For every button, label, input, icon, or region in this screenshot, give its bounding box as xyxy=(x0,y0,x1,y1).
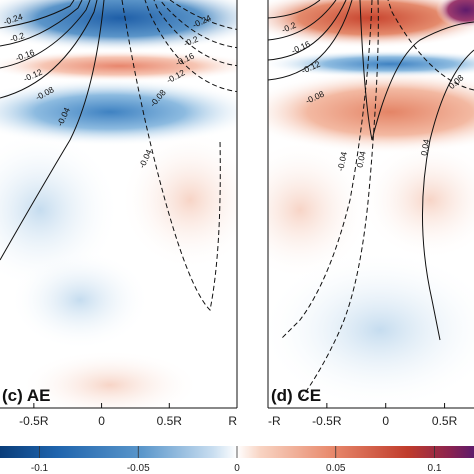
panel-d-field-left-positive xyxy=(268,140,370,280)
panel-c-field-right-positive xyxy=(120,130,237,270)
panel-d-contour-solid-5 xyxy=(359,0,474,141)
panel-d-field-right-positive xyxy=(360,140,474,260)
panel-c-contour-dashed-2 xyxy=(159,0,237,49)
panel-d-contour-label: 0.04 xyxy=(419,138,432,156)
panel-c-x-ticks: -0.5R 0 0.5R R xyxy=(19,403,238,428)
panel-d-contour-dashed-1 xyxy=(281,0,373,339)
panel-c-x-tick-label: R xyxy=(228,414,237,428)
panel-c-field-left-negative xyxy=(0,130,120,290)
panel-d-label: (d) CE xyxy=(271,386,321,405)
colorbar-tick-label: 0.1 xyxy=(428,463,442,474)
panel-c-contour-solid-2 xyxy=(0,0,83,47)
panel-d-x-tick-label: 0 xyxy=(382,414,389,428)
panel-d-contour-label: -0.04 xyxy=(335,151,349,172)
panel-d-x-tick-label: -R xyxy=(268,414,281,428)
panel-c-contour-dashed-4 xyxy=(144,0,237,93)
panel-c-contour-dashed-3 xyxy=(153,0,237,67)
panel-c-x-tick-label: 0.5R xyxy=(157,414,183,428)
panel-d-contour-solid-4 xyxy=(268,0,353,81)
panel-d-contour-solid-6 xyxy=(421,49,474,341)
colorbar-ticks: -0.1 -0.05 0 0.05 0.1 xyxy=(31,446,442,474)
panel-c-x-tick-label: -0.5R xyxy=(19,414,49,428)
panel-c-field-band-positive xyxy=(0,50,237,82)
panel-d-ce: -0.2-0.16-0.12-0.08-0.04 0.040.040.08 xyxy=(268,0,474,408)
colorbar-tick-label: -0.1 xyxy=(31,463,49,474)
panel-d-contour-label: 0.04 xyxy=(354,150,367,169)
panel-c-field-mid-negative xyxy=(0,78,237,146)
panel-c-contour-solid-1 xyxy=(0,0,75,29)
panel-d-contour-dashed-2 xyxy=(299,0,379,401)
panel-d-field-top-max xyxy=(436,0,474,28)
panel-d-x-tick-label: 0.5R xyxy=(432,414,458,428)
panel-c-field-bottom-positive xyxy=(20,350,200,408)
panel-c-contour-solid-3 xyxy=(0,0,91,69)
panel-c-contour-dashed-1 xyxy=(169,0,237,30)
panel-c-contour-solid-5 xyxy=(0,0,105,261)
colorbar-tick-label: 0.05 xyxy=(326,463,346,474)
panel-d-contour-dashed-3 xyxy=(387,0,474,91)
panel-d-contour-solid-3 xyxy=(268,0,347,61)
panel-c-contour-dashed-5 xyxy=(121,0,221,312)
panel-d-x-ticks: -R -0.5R 0 0.5R xyxy=(267,403,458,428)
panel-c-contour-label: -0.2 xyxy=(9,30,26,44)
panel-c-label: (c) AE xyxy=(2,386,51,405)
panel-c-contour-solid-4 xyxy=(0,0,98,99)
colorbar-tick-label: -0.05 xyxy=(127,463,150,474)
panel-d-field-lower-negative xyxy=(268,250,474,408)
panel-d-x-tick-label: -0.5R xyxy=(312,414,342,428)
panel-d-contour-solid-2 xyxy=(268,0,337,41)
panel-c-field-lower-negative xyxy=(10,250,150,350)
panel-c-ae: -0.24-0.2-0.16-0.12-0.08-0.04-0.24-0.2-0… xyxy=(0,0,237,408)
colorbar-tick-label: 0 xyxy=(234,463,240,474)
panel-d-field-mid-positive xyxy=(268,70,474,154)
panel-c-x-tick-label: 0 xyxy=(98,414,105,428)
panel-d-contour-solid-1 xyxy=(268,0,321,19)
